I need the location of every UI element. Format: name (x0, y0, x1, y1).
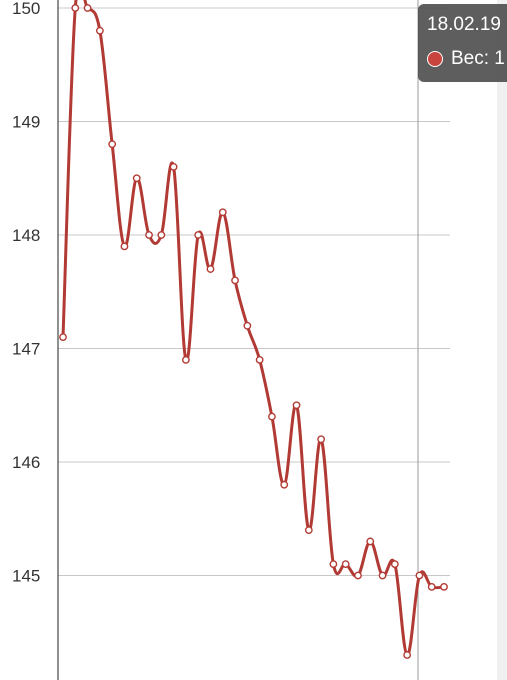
data-point[interactable] (292, 401, 301, 410)
data-point[interactable] (182, 355, 190, 364)
tooltip-series-row: Вес: 1 (427, 48, 505, 70)
data-point[interactable] (354, 571, 362, 580)
weight-series-line (61, 0, 446, 657)
data-point[interactable] (366, 537, 375, 546)
data-point[interactable] (427, 582, 436, 591)
data-point[interactable] (317, 435, 325, 444)
tooltip-date: 18.02.19 (427, 14, 501, 35)
data-point[interactable] (243, 321, 252, 330)
data-point[interactable] (341, 560, 350, 569)
data-point[interactable] (120, 242, 129, 251)
data-point[interactable] (108, 140, 117, 149)
data-point[interactable] (206, 265, 215, 273)
data-point[interactable] (440, 582, 448, 591)
data-point[interactable] (255, 355, 264, 364)
data-point-highlighted[interactable] (415, 571, 424, 580)
gridlines (58, 7, 450, 576)
data-point[interactable] (390, 560, 399, 569)
y-tick-label: 150 (12, 0, 40, 18)
data-point[interactable] (194, 231, 203, 239)
hover-tooltip: 18.02.19 Вес: 1 (418, 4, 507, 82)
data-point[interactable] (71, 4, 80, 12)
data-points (59, 4, 448, 659)
data-point[interactable] (145, 231, 153, 239)
y-tick-label: 149 (12, 113, 40, 132)
y-axis-tick-labels: 150 149 148 147 146 145 (12, 0, 40, 586)
y-tick-label: 148 (12, 226, 40, 245)
data-point[interactable] (403, 651, 412, 659)
data-point[interactable] (59, 333, 67, 342)
data-point[interactable] (132, 174, 141, 183)
data-point[interactable] (218, 208, 227, 217)
y-tick-label: 147 (12, 340, 40, 359)
data-point[interactable] (169, 162, 178, 171)
series-color-dot (427, 51, 443, 67)
data-point[interactable] (378, 571, 387, 580)
data-point[interactable] (83, 4, 92, 12)
data-point[interactable] (329, 560, 338, 569)
y-tick-label: 145 (12, 567, 40, 586)
data-point[interactable] (157, 231, 166, 239)
data-point[interactable] (95, 26, 104, 35)
data-point[interactable] (304, 526, 313, 534)
y-tick-label: 146 (12, 453, 40, 472)
chart-edge-shade (497, 0, 507, 680)
data-point[interactable] (231, 276, 239, 285)
data-point[interactable] (268, 412, 276, 421)
tooltip-series-label: Вес: 1 (451, 48, 505, 69)
data-point[interactable] (280, 480, 289, 489)
